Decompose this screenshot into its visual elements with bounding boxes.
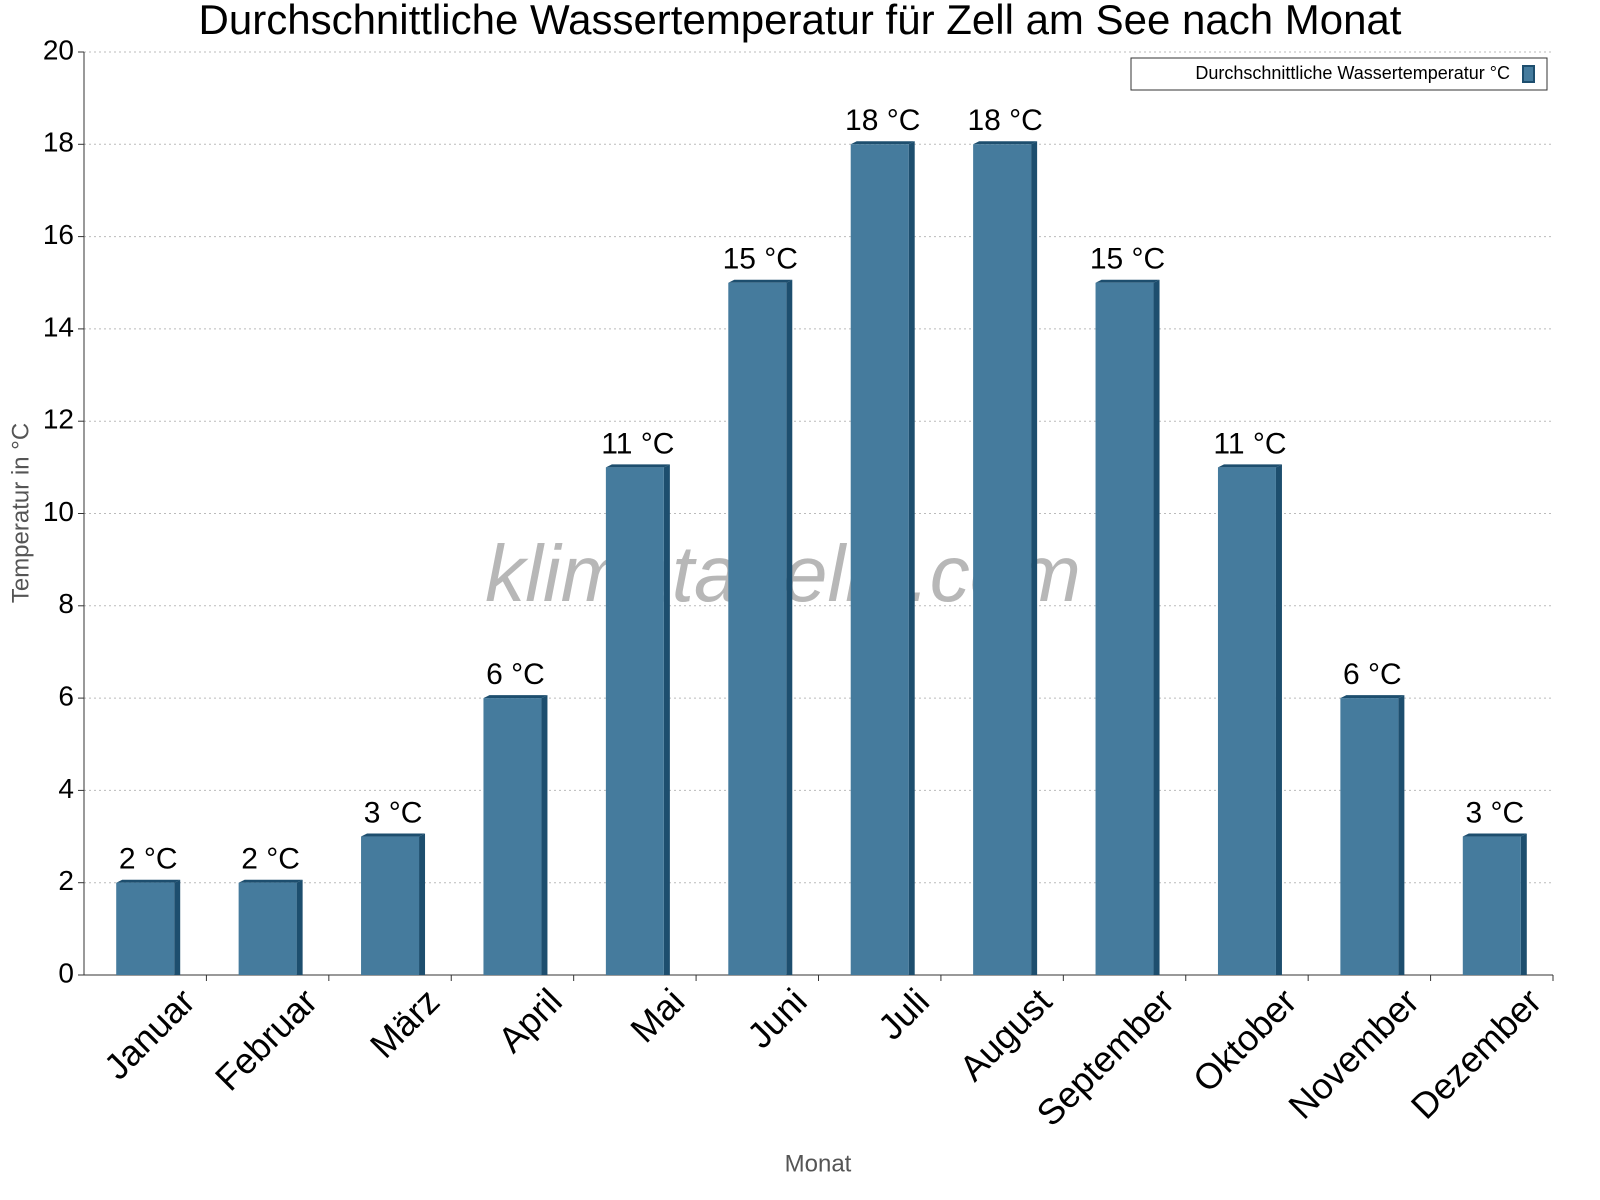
bar-top [483, 695, 548, 699]
bar [728, 282, 787, 975]
bar-top [850, 141, 915, 145]
legend-box [1130, 57, 1548, 91]
y-tick-label: 14 [43, 311, 74, 342]
bar [850, 144, 909, 976]
bar-top [973, 141, 1038, 145]
value-label: 6 °C [1343, 658, 1402, 691]
y-tick-label: 2 [58, 865, 74, 896]
bar-side [419, 833, 426, 975]
bar [605, 467, 664, 975]
value-label: 18 °C [967, 104, 1042, 137]
bar-top [1462, 833, 1527, 837]
y-tick-label: 18 [43, 127, 74, 158]
legend-label: Durchschnittliche Wassertemperatur °C [1195, 63, 1510, 83]
value-label: 11 °C [1213, 427, 1286, 460]
y-tick-label: 20 [43, 34, 74, 65]
bar [1217, 467, 1276, 975]
y-axis-label: Temperatur in °C [7, 423, 34, 603]
bar-side [908, 141, 915, 976]
bar-side [1275, 464, 1282, 975]
y-tick-label: 16 [43, 219, 74, 250]
bar-side [174, 879, 181, 975]
y-tick-label: 8 [58, 588, 74, 619]
bar [361, 836, 420, 975]
bar-side [1398, 695, 1405, 975]
y-tick-label: 0 [58, 957, 74, 988]
value-label: 3 °C [364, 796, 423, 829]
y-tick-label: 6 [58, 680, 74, 711]
bar-top [728, 279, 793, 283]
bar-side [296, 879, 303, 975]
value-label: 2 °C [241, 843, 300, 876]
bar-side [663, 464, 670, 975]
bar-top [361, 833, 426, 837]
chart-title: Durchschnittliche Wassertemperatur für Z… [199, 0, 1402, 43]
bar [1095, 282, 1154, 975]
bar [973, 144, 1032, 976]
value-label: 3 °C [1465, 796, 1524, 829]
value-label: 15 °C [1090, 243, 1165, 276]
legend-swatch [1522, 65, 1535, 83]
bar-side [1153, 279, 1160, 975]
bar [1462, 836, 1521, 975]
y-tick-label: 10 [43, 496, 74, 527]
bar-side [786, 279, 793, 975]
value-label: 6 °C [486, 658, 545, 691]
bar-top [605, 464, 670, 468]
bar-side [1031, 141, 1038, 976]
bar-top [116, 879, 181, 883]
bar [116, 882, 175, 975]
bar-side [1520, 833, 1527, 975]
value-label: 15 °C [723, 243, 798, 276]
x-axis-label: Monat [785, 1150, 852, 1177]
value-label: 2 °C [119, 843, 178, 876]
bar-top [1217, 464, 1282, 468]
y-tick-label: 4 [58, 773, 74, 804]
bar [1340, 698, 1399, 975]
bar-top [1095, 279, 1160, 283]
value-label: 11 °C [601, 427, 674, 460]
bar-side [541, 695, 548, 975]
bar [483, 698, 542, 975]
bar-top [1340, 695, 1405, 699]
value-label: 18 °C [845, 104, 920, 137]
bar [238, 882, 297, 975]
bar-top [238, 879, 303, 883]
y-tick-label: 12 [43, 404, 74, 435]
